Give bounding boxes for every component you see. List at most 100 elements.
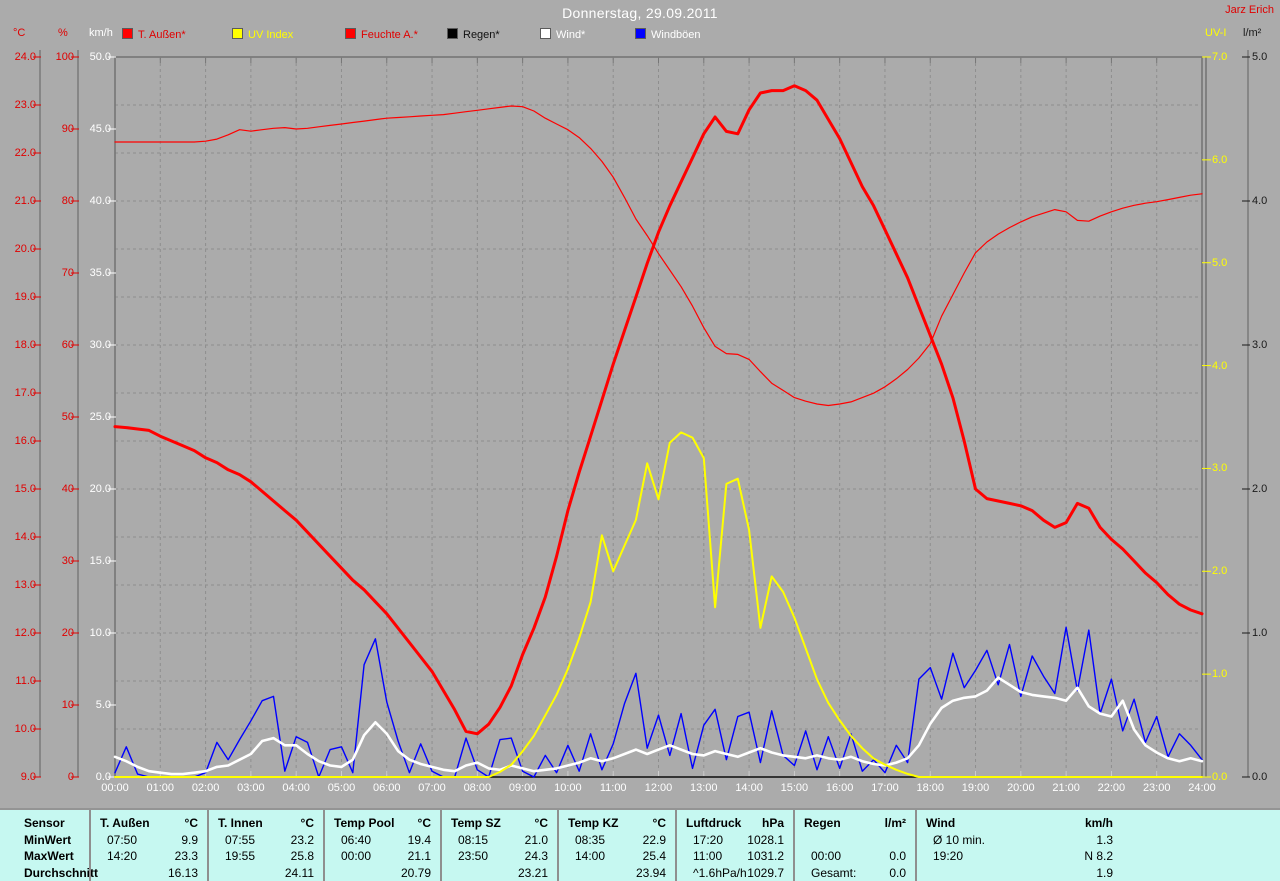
axis-tick-label-temp: 15.0 — [14, 483, 36, 495]
axis-tick-label-hum: 60 — [61, 339, 74, 351]
axis-unit-humidity: % — [58, 27, 68, 39]
axis-tick-label-temp: 9.0 — [20, 771, 36, 783]
stats-min: 21.0 — [524, 833, 548, 847]
stats-max: 00:00 — [811, 849, 842, 863]
axis-tick-label-wind: 45.0 — [89, 123, 111, 135]
legend-label: UV Index — [248, 29, 294, 41]
legend-item-wind-[interactable]: Wind* — [540, 28, 585, 41]
stats-header: °C — [652, 816, 666, 830]
stats-row-label: MaxWert — [24, 849, 74, 863]
legend-item-feuchte-a-[interactable]: Feuchte A.* — [345, 28, 418, 41]
legend-item-regen-[interactable]: Regen* — [447, 28, 500, 41]
stats-max: 14:20 — [107, 849, 138, 863]
stats-min — [795, 833, 811, 848]
axis-tick-label-uv: 2.0 — [1212, 565, 1228, 578]
stats-min: 22.9 — [642, 833, 666, 847]
axis-tick-label-rain: 4.0 — [1252, 195, 1268, 207]
stats-max: 23.3 — [174, 849, 198, 863]
stats-header: °C — [300, 816, 314, 830]
stats-header: Regen — [804, 816, 841, 830]
stats-min: 17:20 — [693, 833, 724, 847]
x-axis-label: 15:00 — [780, 782, 809, 794]
axis-tick-label-temp: 16.0 — [14, 435, 36, 447]
axis-tick-label-temp: 11.0 — [15, 675, 36, 687]
axis-tick-label-temp: 22.0 — [14, 147, 36, 159]
stats-max: 0.0 — [889, 849, 906, 863]
axis-tick-label-uv: 0.0 — [1212, 771, 1228, 783]
x-axis-label: 24:00 — [1188, 782, 1216, 794]
axis-tick-label-wind: 35.0 — [89, 267, 111, 279]
stats-row-label: MinWert — [24, 833, 72, 847]
x-axis-label: 06:00 — [372, 782, 401, 794]
stats-column: T. Innen °C 07:55 23.2 19:55 25.8 24.11 — [207, 810, 323, 881]
legend-item-uv-index[interactable]: UV Index — [232, 28, 293, 41]
x-axis-label: 13:00 — [690, 782, 718, 794]
axis-tick-label-uv: 7.0 — [1212, 51, 1228, 63]
stats-min: 1.3 — [1096, 833, 1113, 847]
x-axis-label: 16:00 — [825, 782, 854, 794]
legend-item-t-au-en-[interactable]: T. Außen* — [122, 28, 186, 41]
series-line-wind — [113, 676, 1204, 776]
x-axis-label: 14:00 — [735, 782, 763, 794]
stats-column: Temp Pool °C 06:40 19.4 00:00 21.1 20.79 — [323, 810, 440, 881]
stats-min: 19.4 — [407, 833, 431, 847]
series-line-t-au-en — [113, 84, 1204, 736]
axis-tick-label-rain: 2.0 — [1252, 483, 1268, 495]
stats-min — [906, 833, 915, 848]
axis-tick-label-temp: 10.0 — [14, 723, 36, 735]
stats-max: 23:50 — [458, 849, 489, 863]
stats-max: 19:55 — [225, 849, 256, 863]
axis-tick-label-hum: 40 — [61, 483, 74, 495]
x-axis-label: 05:00 — [327, 782, 356, 794]
axis-tick-label-uv: 5.0 — [1212, 256, 1228, 269]
stats-column: Temp SZ °C 08:15 21.0 23:50 24.3 23.21 — [440, 810, 557, 881]
stats-min: Ø 10 min. — [933, 833, 986, 847]
stats-header: km/h — [1084, 816, 1113, 830]
stats-avg: ^1.6hPa/h — [693, 866, 747, 880]
axis-unit-wind: km/h — [89, 27, 113, 39]
stats-max: 21.1 — [407, 849, 431, 863]
stats-avg — [209, 866, 225, 881]
stats-avg: 23.21 — [517, 866, 548, 880]
x-axis-label: 21:00 — [1052, 782, 1080, 794]
axis-tick-label-temp: 19.0 — [14, 291, 36, 303]
stats-row-label: Durchschnitt — [24, 866, 99, 880]
chart-plot-area — [33, 50, 1250, 778]
x-axis-label: 03:00 — [237, 782, 265, 794]
axis-tick-label-temp: 14.0 — [14, 531, 36, 543]
axis-tick-label-temp: 12.0 — [14, 627, 36, 639]
axis-tick-label-temp: 21.0 — [14, 195, 36, 207]
axis-tick-label-wind: 50.0 — [89, 51, 111, 63]
stats-avg — [559, 866, 575, 881]
axis-unit-uv: UV-I — [1205, 27, 1227, 39]
x-axis-label: 12:00 — [644, 782, 673, 794]
axis-tick-label-hum: 30 — [61, 555, 74, 567]
legend-swatch — [540, 28, 551, 39]
axis-tick-label-rain: 1.0 — [1252, 627, 1268, 639]
stats-avg: Gesamt: — [811, 866, 857, 880]
legend-swatch — [447, 28, 458, 39]
stats-avg: 20.79 — [400, 866, 431, 880]
axis-tick-label-hum: 80 — [61, 195, 74, 207]
stats-avg: 24.11 — [284, 866, 314, 880]
stats-max: 00:00 — [341, 849, 372, 863]
series-line-windb-en — [114, 626, 1203, 778]
stats-header: T. Außen — [100, 816, 150, 830]
page-title: Donnerstag, 29.09.2011 — [562, 5, 718, 21]
x-axis-label: 08:00 — [463, 782, 492, 794]
stats-header: Temp Pool — [334, 816, 395, 830]
legend-swatch — [122, 28, 133, 39]
axis-tick-label-uv: 1.0 — [1212, 668, 1228, 681]
legend-label: Wind* — [556, 29, 586, 41]
axis-tick-label-wind: 15.0 — [89, 555, 111, 567]
x-axis-label: 18:00 — [916, 782, 945, 794]
legend-item-windb-en[interactable]: Windböen — [635, 28, 701, 41]
stats-max: 14:00 — [575, 849, 606, 863]
legend-label: Windböen — [651, 29, 701, 41]
axis-tick-label-wind: 40.0 — [89, 195, 111, 207]
axis-tick-label-hum: 0 — [67, 771, 74, 783]
stats-max: 25.4 — [642, 849, 666, 863]
x-axis-label: 02:00 — [191, 782, 220, 794]
stats-min: 1028.1 — [747, 833, 784, 847]
axis-tick-label-temp: 23.0 — [14, 99, 36, 111]
